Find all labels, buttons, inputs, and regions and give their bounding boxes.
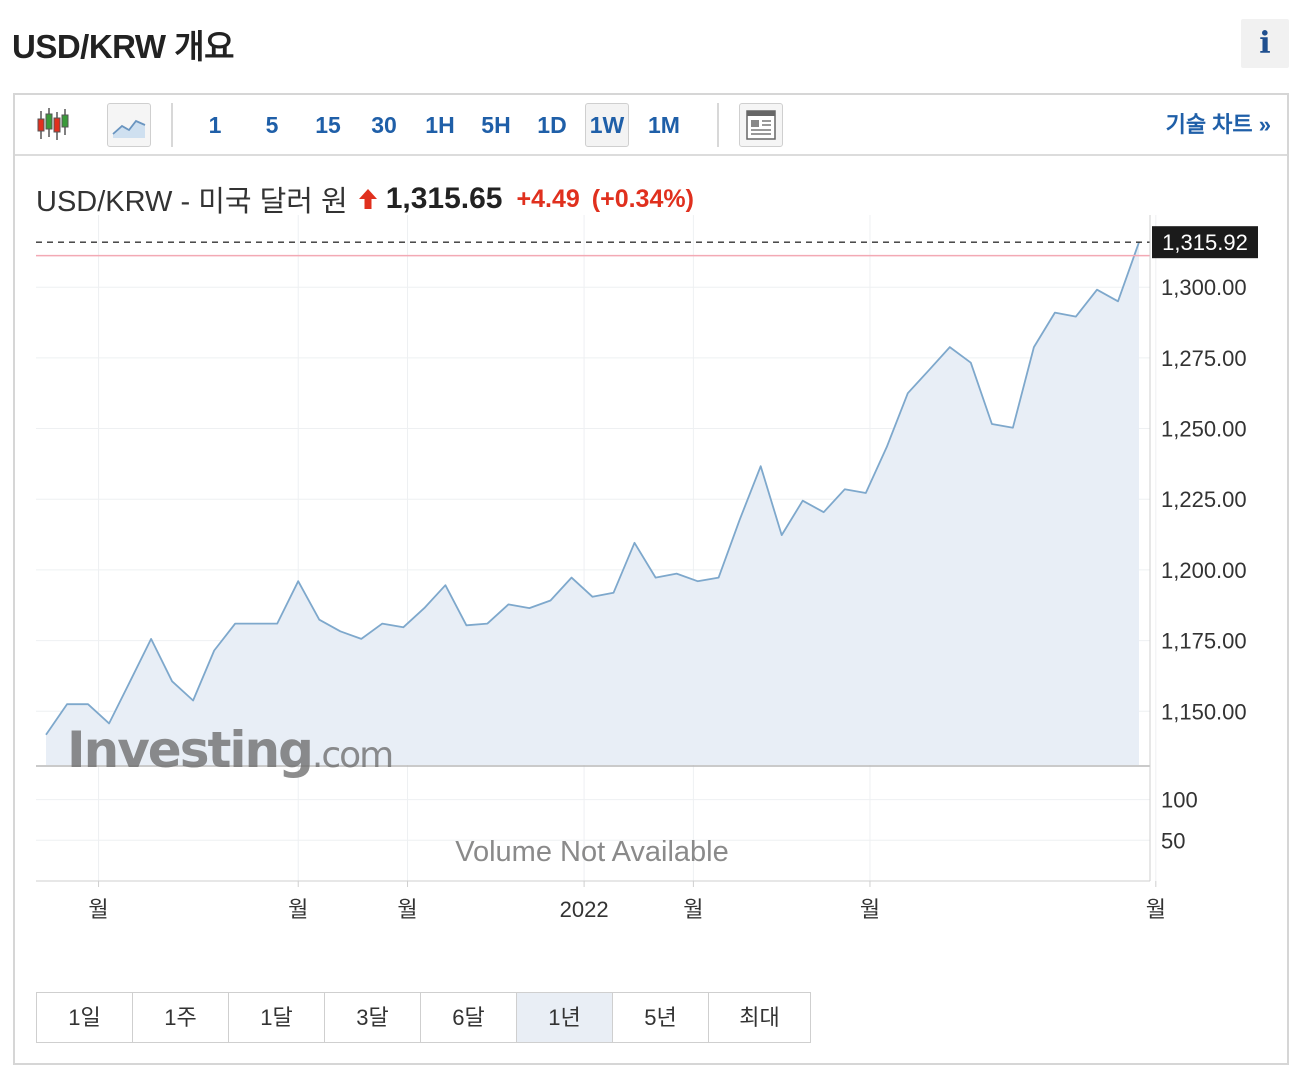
range-1-year[interactable]: 1년 [517,993,613,1042]
area-chart-icon[interactable] [107,103,151,147]
price-line [45,241,1140,736]
technical-chart-link[interactable]: 기술 차트 » [1165,112,1271,137]
x-tick-label: 월 [88,897,108,922]
range-max[interactable]: 최대 [709,993,810,1042]
timeframe-1w[interactable]: 1W [585,103,629,147]
x-tick-label: 월 [288,897,308,922]
timeframe-15[interactable]: 15 [315,112,341,138]
timeframe-30[interactable]: 30 [371,112,397,138]
chart-toolbar: 1 5 15 30 1H 5H 1D 1W 1M 기술 차트 » [15,95,1287,156]
quote-header: USD/KRW - 미국 달러 원 1,315.65 +4.49 (+0.34%… [36,179,694,219]
timeframe-5h[interactable]: 5H [481,112,511,138]
range-5-years[interactable]: 5년 [613,993,709,1042]
range-3-months[interactable]: 3달 [325,993,421,1042]
timeframe-1h[interactable]: 1H [425,112,455,138]
price-area-fill [46,242,1139,765]
page-title: USD/KRW 개요 [12,28,234,65]
range-1-month[interactable]: 1달 [229,993,325,1042]
last-value-badge [1152,226,1258,259]
volume-not-available: Volume Not Available [455,836,729,868]
investing-watermark: Investing.com [67,721,394,779]
y-tick-label: 1,150.00 [1161,699,1247,724]
timeframe-1m[interactable]: 1M [648,112,680,138]
range-selector: 1일 1주 1달 3달 6달 1년 5년 최대 [36,992,811,1043]
y-tick-label: 1,250.00 [1161,417,1247,442]
up-arrow-icon [358,189,377,209]
watermark-suffix: .com [312,735,392,776]
chart-widget: 1 5 15 30 1H 5H 1D 1W 1M 기술 차트 » USD/KRW… [13,93,1289,1065]
last-price: 1,315.65 [385,182,503,215]
volume-tick-label: 100 [1161,788,1198,813]
svg-text:Investing.com: Investing.com [67,721,392,779]
price-chart[interactable]: 1,150.00 1,175.00 1,200.00 1,225.00 1,250.00… [15,95,1287,1063]
watermark-brand: Investing [67,721,312,779]
y-tick-label: 1,300.00 [1161,275,1247,300]
y-tick-label: 1,200.00 [1161,558,1247,583]
range-1-day[interactable]: 1일 [37,993,133,1042]
timeframe-1d[interactable]: 1D [537,112,567,138]
volume-tick-label: 50 [1161,828,1185,853]
price-change-percent: (+0.34%) [591,184,694,213]
x-tick-label: 월 [1146,897,1166,922]
timeframe-5[interactable]: 5 [265,112,279,138]
y-tick-label: 1,225.00 [1161,487,1247,512]
candlestick-chart-icon[interactable] [32,103,76,147]
report-icon[interactable] [739,103,783,147]
y-tick-label: 1,175.00 [1161,629,1247,654]
reference-lines [36,241,1150,257]
axis-labels: 1,150.00 1,175.00 1,200.00 1,225.00 1,250.00… [88,226,1258,922]
range-6-months[interactable]: 6달 [421,993,517,1042]
range-1-week[interactable]: 1주 [133,993,229,1042]
x-tick-label: 월 [683,897,703,922]
last-value-label: 1,315.92 [1162,230,1248,255]
price-change: +4.49 [516,184,580,213]
price-area [45,241,1140,765]
toolbar-divider [717,103,719,147]
instrument-name: USD/KRW - 미국 달러 원 [36,186,348,218]
timeframe-1[interactable]: 1 [208,112,222,138]
x-tick-label: 2022 [560,897,609,922]
toolbar-divider [171,103,173,147]
x-tick-label: 월 [860,897,880,922]
chart-axes [36,215,1151,882]
info-button[interactable]: i [1241,19,1289,68]
y-tick-label: 1,275.00 [1161,346,1247,371]
x-tick-label: 월 [397,897,417,922]
